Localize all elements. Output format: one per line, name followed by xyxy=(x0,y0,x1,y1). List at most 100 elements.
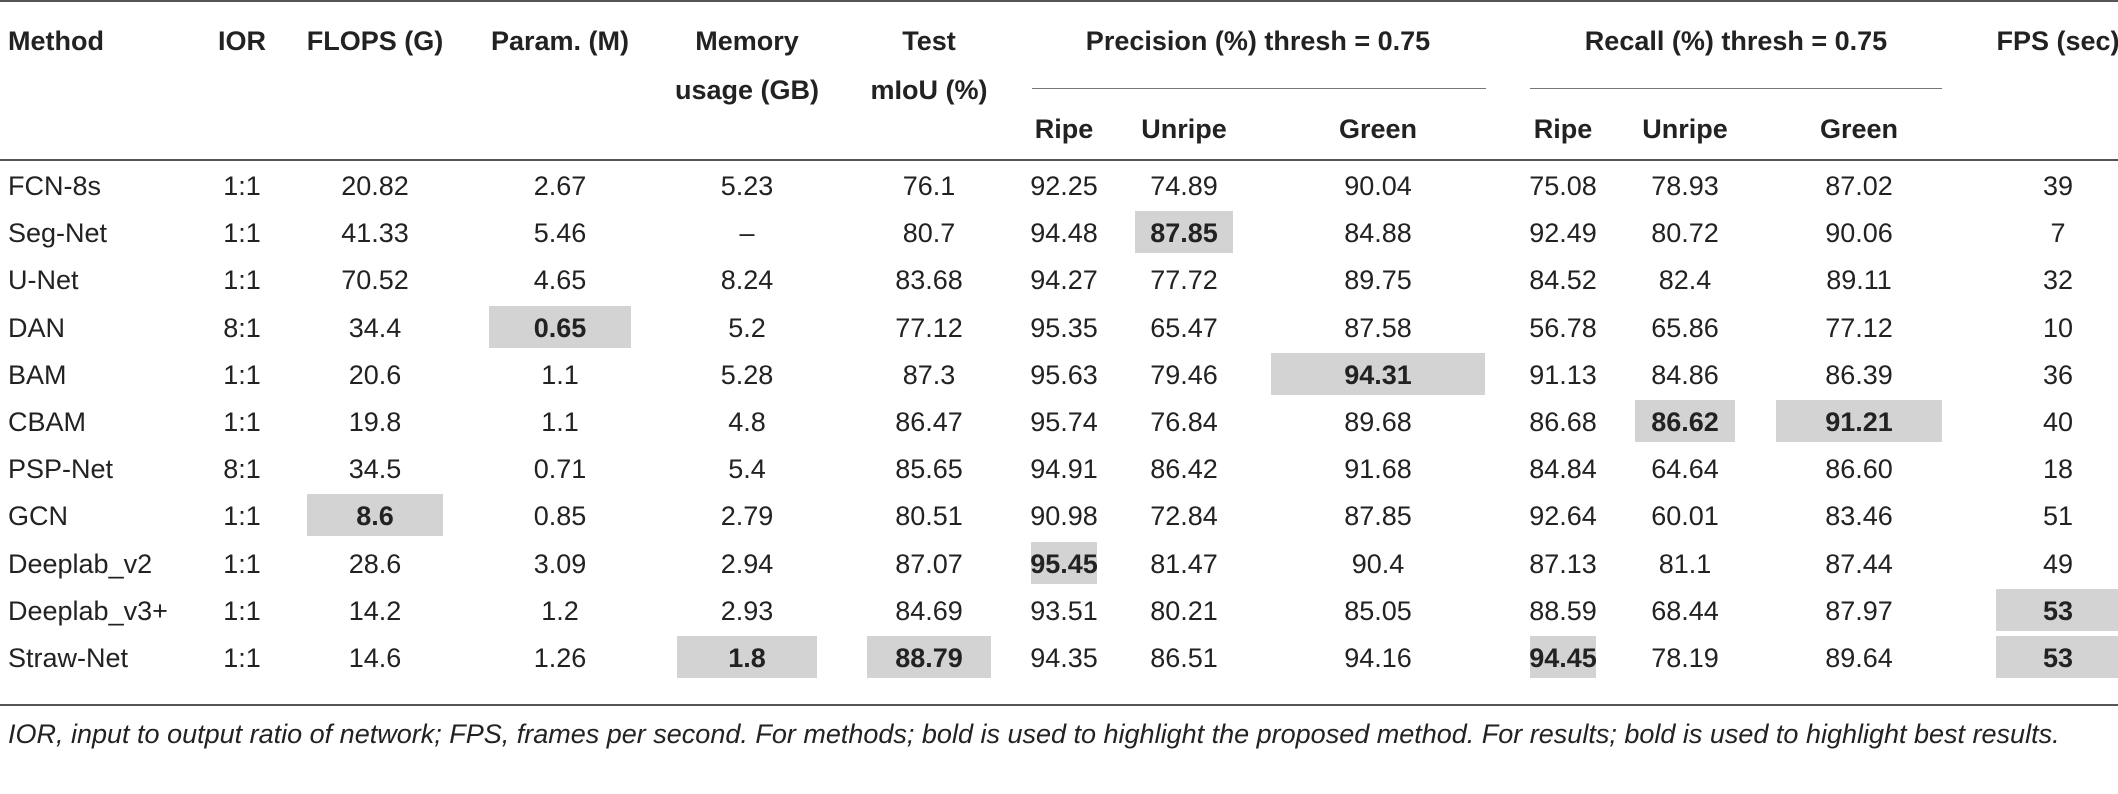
header-recall-unripe: Unripe xyxy=(1642,114,1728,144)
best-result-highlight xyxy=(307,494,443,537)
cell-method: PSP-Net xyxy=(8,454,114,485)
header-recall-green: Green xyxy=(1819,114,1899,144)
cell-p-green: 90.4 xyxy=(1351,548,1405,579)
cell-miou: 77.12 xyxy=(895,312,963,343)
cell-fps: 32 xyxy=(2042,265,2074,296)
header-test-line2: mIoU (%) xyxy=(870,75,988,105)
cell-p-green: 90.04 xyxy=(1344,171,1412,201)
cell-p-ripe: 94.91 xyxy=(1030,454,1098,485)
cell-r-green: 86.39 xyxy=(1825,359,1893,390)
cell-p-ripe: 94.27 xyxy=(1030,265,1098,296)
cell-p-green: 85.05 xyxy=(1344,595,1412,626)
cell-p-green: 87.58 xyxy=(1344,312,1412,343)
cell-r-ripe: 92.49 xyxy=(1529,218,1597,249)
cell-r-ripe: 56.78 xyxy=(1529,312,1597,343)
cell-p-unripe: 76.84 xyxy=(1150,407,1218,437)
cell-r-ripe: 86.68 xyxy=(1529,407,1597,437)
cell-p-unripe: 72.84 xyxy=(1150,501,1218,532)
header-fps: FPS (sec) xyxy=(1996,26,2118,56)
cell-flops: 34.4 xyxy=(348,312,402,343)
cell-flops: 70.52 xyxy=(341,265,409,296)
cell-memory: 5.28 xyxy=(720,359,774,390)
cell-p-ripe: 95.74 xyxy=(1030,407,1098,437)
best-result-highlight xyxy=(677,636,817,678)
cell-fps: 49 xyxy=(2042,548,2074,579)
cell-p-ripe: 95.35 xyxy=(1030,312,1098,343)
cell-r-green: 89.64 xyxy=(1825,643,1893,673)
cell-p-unripe: 80.21 xyxy=(1150,595,1218,626)
cell-miou: 84.69 xyxy=(895,595,963,626)
cell-p-green: 94.16 xyxy=(1344,643,1412,673)
cell-param: 0.85 xyxy=(533,501,587,532)
cell-fps: 18 xyxy=(2042,454,2074,485)
cell-r-unripe: 68.44 xyxy=(1651,595,1719,626)
cell-p-ripe: 92.25 xyxy=(1030,171,1098,201)
cell-r-ripe: 91.13 xyxy=(1529,359,1597,390)
cell-miou: 80.51 xyxy=(895,501,963,532)
cell-param: 2.67 xyxy=(533,171,587,201)
cell-miou: 85.65 xyxy=(895,454,963,485)
cell-flops: 14.6 xyxy=(348,643,402,673)
cell-memory: – xyxy=(739,218,755,249)
cell-memory: 4.8 xyxy=(728,407,766,437)
cell-memory: 1.8 xyxy=(728,643,766,673)
cell-ior: 1:1 xyxy=(223,171,261,201)
cell-r-green: 91.21 xyxy=(1825,407,1893,437)
best-result-highlight xyxy=(1996,588,2118,631)
cell-method: U-Net xyxy=(8,265,79,296)
cell-method: GCN xyxy=(8,501,68,532)
cell-method: Seg-Net xyxy=(8,218,108,249)
cell-fps: 40 xyxy=(2042,407,2074,437)
cell-ior: 1:1 xyxy=(223,265,261,296)
cell-miou: 86.47 xyxy=(895,407,963,437)
header-recall-ripe: Ripe xyxy=(1533,114,1593,144)
cell-method: DAN xyxy=(8,312,66,343)
cell-fps: 7 xyxy=(2050,218,2066,249)
cell-method: BAM xyxy=(8,359,67,390)
cell-p-unripe: 86.42 xyxy=(1150,454,1218,485)
cell-miou: 80.7 xyxy=(902,218,956,249)
cell-method: Deeplab_v2 xyxy=(8,548,153,579)
cell-r-ripe: 84.84 xyxy=(1529,454,1597,485)
cell-r-green: 83.46 xyxy=(1825,501,1893,532)
cell-flops: 8.6 xyxy=(356,501,394,532)
cell-ior: 1:1 xyxy=(223,407,261,437)
cell-p-ripe: 94.48 xyxy=(1030,218,1098,249)
cell-r-unripe: 60.01 xyxy=(1651,501,1719,532)
cell-p-green: 94.31 xyxy=(1344,359,1412,390)
cell-r-ripe: 75.08 xyxy=(1529,171,1597,201)
cell-miou: 83.68 xyxy=(895,265,963,296)
cell-p-unripe: 77.72 xyxy=(1150,265,1218,296)
best-result-highlight xyxy=(1135,211,1233,254)
header-precision-unripe: Unripe xyxy=(1141,114,1227,144)
cell-flops: 20.82 xyxy=(341,171,409,201)
header-memory-line1: Memory xyxy=(695,26,799,56)
cell-param: 4.65 xyxy=(533,265,587,296)
cell-p-ripe: 93.51 xyxy=(1030,595,1098,626)
cell-method: CBAM xyxy=(8,407,87,437)
cell-memory: 8.24 xyxy=(720,265,774,296)
cell-fps: 36 xyxy=(2042,359,2074,390)
top-rule xyxy=(0,0,2118,2)
cell-ior: 8:1 xyxy=(223,312,261,343)
cell-r-green: 77.12 xyxy=(1825,312,1893,343)
cell-fps: 53 xyxy=(2042,643,2074,673)
cell-r-green: 89.11 xyxy=(1826,265,1892,296)
cell-r-unripe: 86.62 xyxy=(1651,407,1719,437)
cell-p-unripe: 79.46 xyxy=(1150,359,1218,390)
header-memory-line2: usage (GB) xyxy=(674,75,820,105)
cell-r-green: 86.60 xyxy=(1825,454,1893,485)
cell-flops: 19.8 xyxy=(348,407,402,437)
cell-p-ripe: 95.63 xyxy=(1030,359,1098,390)
cell-ior: 1:1 xyxy=(223,595,261,626)
cell-r-green: 87.02 xyxy=(1825,171,1893,201)
cell-fps: 51 xyxy=(2042,501,2074,532)
cell-r-ripe: 92.64 xyxy=(1529,501,1597,532)
cell-ior: 1:1 xyxy=(223,643,261,673)
best-result-highlight xyxy=(1635,400,1735,442)
cell-r-unripe: 65.86 xyxy=(1651,312,1719,343)
best-result-highlight xyxy=(867,636,991,678)
cell-ior: 1:1 xyxy=(223,359,261,390)
cell-param: 0.71 xyxy=(533,454,587,485)
